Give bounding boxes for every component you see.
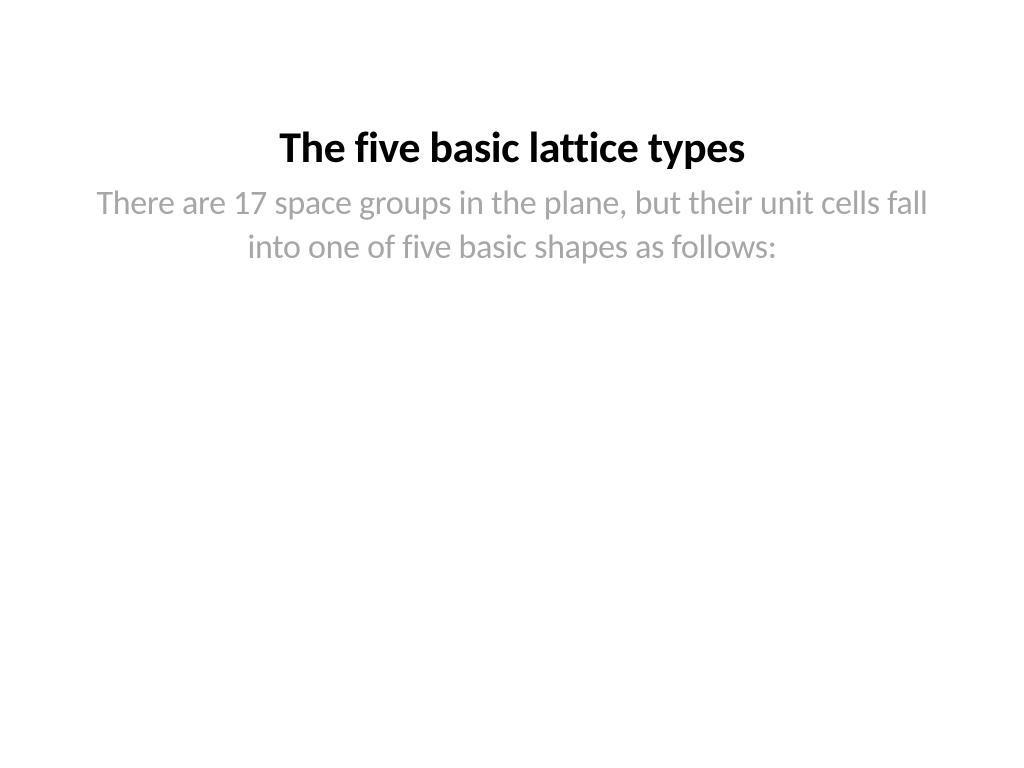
slide-subtitle: There are 17 space groups in the plane, …	[90, 182, 934, 270]
slide-title: The five basic lattice types	[90, 120, 934, 174]
slide-container: The five basic lattice types There are 1…	[0, 0, 1024, 768]
